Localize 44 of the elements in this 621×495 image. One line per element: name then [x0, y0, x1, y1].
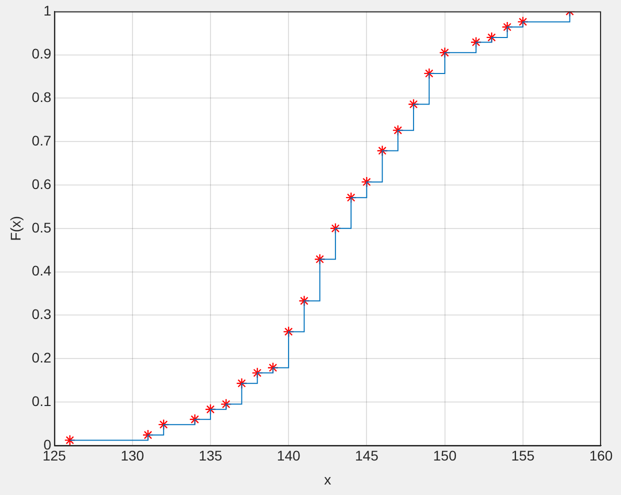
- point: [204, 404, 216, 415]
- point: [376, 145, 388, 156]
- point: [314, 254, 326, 265]
- point: [361, 176, 372, 188]
- point: [330, 222, 342, 234]
- point: [424, 68, 435, 80]
- point: [408, 98, 420, 110]
- x-tick-label: 150: [433, 448, 457, 464]
- x-tick-label: 145: [355, 448, 379, 464]
- point: [345, 192, 357, 204]
- point: [220, 398, 232, 410]
- point: [189, 414, 200, 425]
- point: [470, 36, 482, 48]
- x-tick-label: 135: [198, 448, 222, 464]
- x-axis-title: x: [324, 471, 332, 488]
- y-tick-label: 0.8: [32, 89, 52, 106]
- y-tick-label: 1: [43, 2, 52, 18]
- point: [252, 367, 263, 379]
- x-tick-label: 155: [511, 448, 535, 464]
- point: [298, 295, 310, 306]
- y-tick-label: 0.6: [32, 176, 52, 192]
- y-tick-label: 0.3: [32, 306, 52, 322]
- point: [486, 32, 498, 44]
- point: [267, 362, 279, 374]
- y-tick-label: 0.1: [32, 392, 52, 409]
- x-tick-label: 130: [120, 448, 144, 464]
- point: [64, 434, 76, 446]
- x-tick-label: 160: [589, 448, 613, 464]
- point: [158, 418, 170, 430]
- point: [517, 16, 528, 28]
- point: [236, 378, 248, 389]
- y-tick-label: 0.4: [32, 262, 52, 279]
- y-tick-label: 0.9: [32, 46, 52, 62]
- y-tick-label: 0.7: [32, 132, 52, 148]
- x-tick-label: 140: [276, 448, 300, 464]
- y-tick-label: 0.5: [32, 219, 52, 236]
- y-axis-title: F(x): [7, 216, 24, 241]
- point: [282, 326, 294, 338]
- y-tick-label: 0: [43, 436, 52, 452]
- point: [439, 47, 450, 58]
- y-tick-label: 0.2: [32, 349, 52, 366]
- point: [502, 21, 513, 33]
- point: [142, 429, 154, 441]
- point: [392, 124, 404, 136]
